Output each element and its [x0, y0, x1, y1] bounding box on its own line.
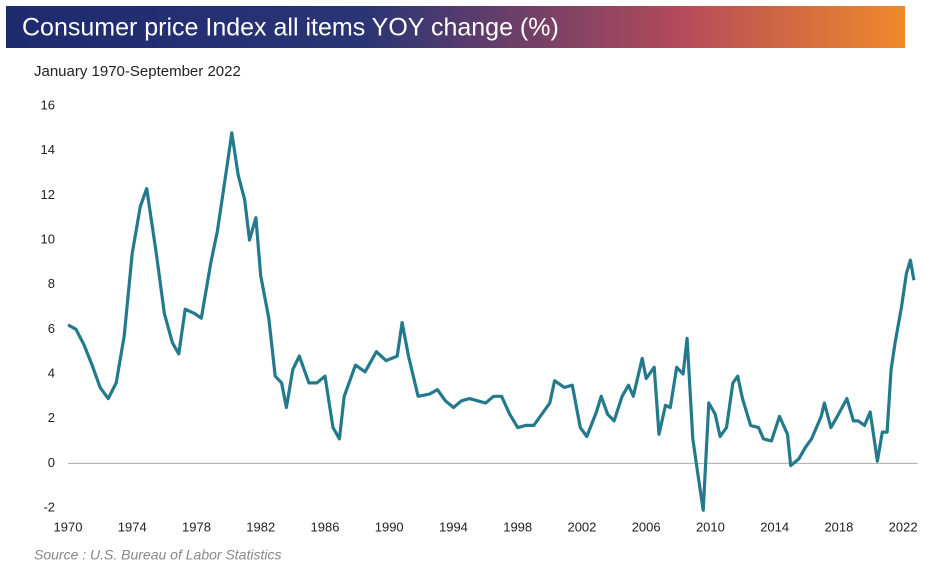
y-tick-label: 4 — [48, 365, 55, 380]
x-tick-label: 1970 — [54, 519, 83, 534]
x-tick-label: 1986 — [311, 519, 340, 534]
y-tick-label: 16 — [41, 97, 55, 112]
x-tick-label: 1978 — [182, 519, 211, 534]
x-tick-label: 2006 — [632, 519, 661, 534]
y-tick-label: 12 — [41, 187, 55, 202]
x-tick-label: 1998 — [503, 519, 532, 534]
y-tick-label: 14 — [41, 142, 55, 157]
x-tick-label: 1982 — [246, 519, 275, 534]
x-tick-label: 1994 — [439, 519, 468, 534]
y-tick-label: 2 — [48, 410, 55, 425]
x-tick-label: 2018 — [824, 519, 853, 534]
x-tick-label: 2022 — [889, 519, 918, 534]
y-tick-label: 10 — [41, 231, 55, 246]
y-tick-label: 8 — [48, 276, 55, 291]
y-tick-label: 0 — [48, 455, 55, 470]
x-tick-label: 2014 — [760, 519, 789, 534]
x-tick-label: 1974 — [118, 519, 147, 534]
source: Source : U.S. Bureau of Labor Statistics — [34, 547, 281, 563]
line — [67, 131, 916, 512]
x-tick-label: 2002 — [567, 519, 596, 534]
y-tick-label: -2 — [43, 499, 55, 514]
subtitle: January 1970-September 2022 — [34, 63, 241, 80]
header-band — [6, 6, 905, 48]
chart-title: Consumer price Index all items YOY chang… — [22, 14, 559, 42]
y-tick-label: 6 — [48, 321, 55, 336]
x-tick-label: 1990 — [375, 519, 404, 534]
x-tick-label: 2010 — [696, 519, 725, 534]
